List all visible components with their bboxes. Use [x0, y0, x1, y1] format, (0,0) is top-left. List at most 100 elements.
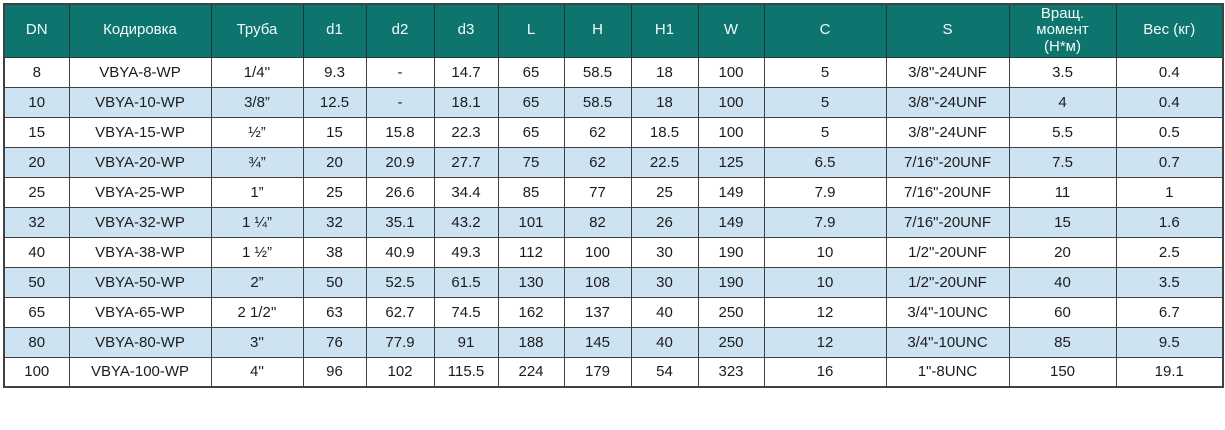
spec-table-body: 8 VBYA-8-WP 1/4'' 9.3-14.7 65 58.5 18 100 5 3/8"-…	[3, 56, 1224, 388]
table-cell: 1"-8UNC	[885, 356, 1010, 388]
table-cell: 5.5	[1008, 116, 1117, 148]
table-cell: 74.5	[433, 296, 499, 328]
table-cell: 0.4	[1115, 86, 1224, 118]
table-cell: 4''	[210, 356, 304, 388]
table-cell: 5	[763, 116, 887, 148]
table-cell: 61.5	[433, 266, 499, 298]
table-cell: 7.5	[1008, 146, 1117, 178]
table-cell: 52.5	[365, 266, 435, 298]
table-cell: 76	[302, 326, 367, 358]
table-cell: 30	[630, 266, 699, 298]
table-cell: 3/8"-24UNF	[885, 86, 1010, 118]
table-cell: 58.5	[563, 56, 632, 88]
table-cell: VBYA-8-WP	[68, 56, 212, 88]
table-cell: 100	[697, 56, 765, 88]
table-row: 100 VBYA-100-WP 4'' 96 102 115.5 224 179 54 323 16…	[3, 356, 1224, 388]
table-cell: 91	[433, 326, 499, 358]
table-cell: 1 ½”	[210, 236, 304, 268]
table-cell: 7.9	[763, 176, 887, 208]
header-cell: d2	[365, 3, 435, 58]
table-cell: 15	[3, 116, 70, 148]
table-row: 8 VBYA-8-WP 1/4'' 9.3-14.7 65 58.5 18 100 5 3/8"-…	[3, 56, 1224, 88]
table-cell: 20	[1008, 236, 1117, 268]
table-cell: 125	[697, 146, 765, 178]
table-cell: 65	[497, 56, 565, 88]
table-cell: 149	[697, 176, 765, 208]
table-cell: 96	[302, 356, 367, 388]
table-row: 32 VBYA-32-WP 1 ¼” 32 35.1 43.2 101 82 26 149 7.9 7…	[3, 206, 1224, 238]
table-cell: 15.8	[365, 116, 435, 148]
table-row: 50 VBYA-50-WP 2” 50 52.5 61.5 130 108 30 190 10 1/2…	[3, 266, 1224, 298]
table-cell: 20	[302, 146, 367, 178]
table-cell: 1.6	[1115, 206, 1224, 238]
table-cell: 30	[630, 236, 699, 268]
table-cell: 26.6	[365, 176, 435, 208]
table-cell: 115.5	[433, 356, 499, 388]
table-cell: 1 ¼”	[210, 206, 304, 238]
header-cell: W	[697, 3, 765, 58]
table-cell: 100	[697, 86, 765, 118]
table-cell: 100	[3, 356, 70, 388]
table-cell: 7/16"-20UNF	[885, 206, 1010, 238]
table-cell: 12	[763, 326, 887, 358]
table-cell: 32	[302, 206, 367, 238]
table-cell: VBYA-38-WP	[68, 236, 212, 268]
spec-table-container: DN Кодировка Труба d1 d2 d3 L H H1 W C S Вращ. момен…	[3, 3, 1224, 388]
table-cell: VBYA-20-WP	[68, 146, 212, 178]
table-cell: 224	[497, 356, 565, 388]
table-cell: 20	[3, 146, 70, 178]
table-cell: 40.9	[365, 236, 435, 268]
table-cell: VBYA-65-WP	[68, 296, 212, 328]
table-cell: VBYA-15-WP	[68, 116, 212, 148]
table-cell: 3''	[210, 326, 304, 358]
table-cell: -	[365, 56, 435, 88]
table-cell: 145	[563, 326, 632, 358]
table-cell: 58.5	[563, 86, 632, 118]
table-row: 20 VBYA-20-WP ¾” 20 20.9 27.7 75 62 22.5 125 6.5 7/…	[3, 146, 1224, 178]
table-cell: 3/8”	[210, 86, 304, 118]
table-cell: 25	[302, 176, 367, 208]
table-cell: 112	[497, 236, 565, 268]
table-cell: 7.9	[763, 206, 887, 238]
table-cell: 162	[497, 296, 565, 328]
table-cell: 75	[497, 146, 565, 178]
table-cell: 3/4"-10UNC	[885, 326, 1010, 358]
table-cell: 0.7	[1115, 146, 1224, 178]
table-cell: 18	[630, 56, 699, 88]
table-row: 25 VBYA-25-WP 1” 25 26.6 34.4 85 77 25 149 7.9 7/16…	[3, 176, 1224, 208]
table-cell: 3/8"-24UNF	[885, 116, 1010, 148]
table-cell: 25	[630, 176, 699, 208]
table-cell: 18.5	[630, 116, 699, 148]
table-cell: 5	[763, 86, 887, 118]
table-cell: 4	[1008, 86, 1117, 118]
table-cell: 25	[3, 176, 70, 208]
table-cell: 15	[1008, 206, 1117, 238]
table-cell: 7/16"-20UNF	[885, 176, 1010, 208]
table-cell: 77.9	[365, 326, 435, 358]
table-row: 65 VBYA-65-WP 2 1/2'' 63 62.7 74.5 162 137 40 250…	[3, 296, 1224, 328]
header-cell: L	[497, 3, 565, 58]
table-cell: 6.7	[1115, 296, 1224, 328]
header-cell: Вес (кг)	[1115, 3, 1224, 58]
table-cell: ½”	[210, 116, 304, 148]
table-cell: 62.7	[365, 296, 435, 328]
table-cell: 6.5	[763, 146, 887, 178]
table-cell: 102	[365, 356, 435, 388]
table-cell: 3.5	[1008, 56, 1117, 88]
table-cell: 15	[302, 116, 367, 148]
table-cell: 188	[497, 326, 565, 358]
table-cell: 2.5	[1115, 236, 1224, 268]
table-cell: 9.5	[1115, 326, 1224, 358]
table-cell: 10	[3, 86, 70, 118]
table-cell: 34.4	[433, 176, 499, 208]
table-cell: 7/16"-20UNF	[885, 146, 1010, 178]
table-cell: VBYA-32-WP	[68, 206, 212, 238]
table-cell: 54	[630, 356, 699, 388]
table-cell: 65	[497, 116, 565, 148]
table-cell: 9.3	[302, 56, 367, 88]
header-cell: H	[563, 3, 632, 58]
table-cell: VBYA-10-WP	[68, 86, 212, 118]
table-cell: 10	[763, 266, 887, 298]
table-cell: 38	[302, 236, 367, 268]
table-cell: 12	[763, 296, 887, 328]
